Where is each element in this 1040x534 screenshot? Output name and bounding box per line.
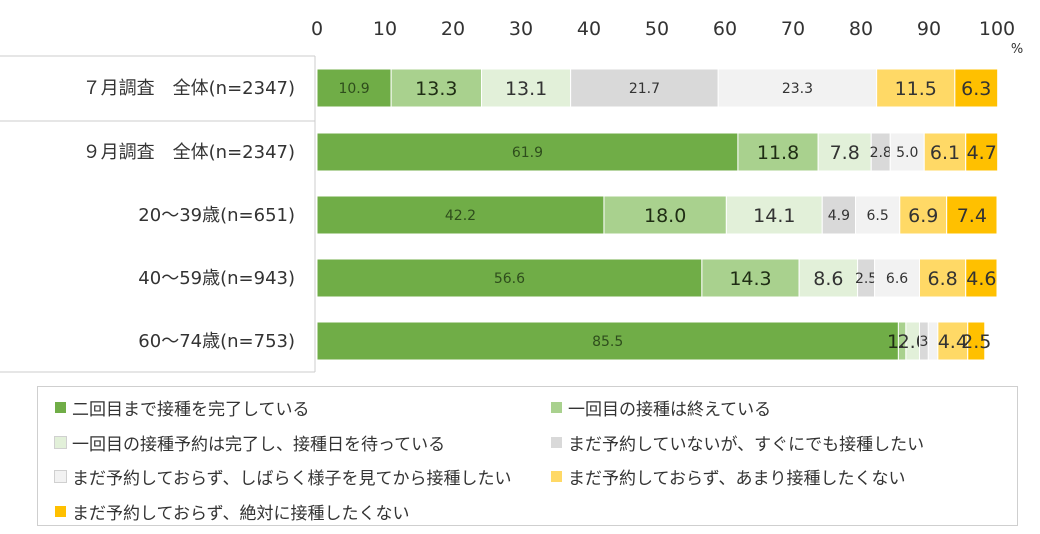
x-tick-label: 90: [917, 18, 941, 40]
data-label: 8.6: [813, 268, 843, 290]
data-label: 61.9: [512, 145, 543, 161]
data-label: 42.2: [445, 208, 476, 224]
bar-segment: [967, 321, 986, 361]
x-tick-label: 10: [373, 18, 397, 40]
data-label: 4.4: [938, 331, 968, 353]
x-tick-label: 80: [849, 18, 873, 40]
x-tick-label: 100: [979, 18, 1015, 40]
data-label: 6.3: [961, 78, 991, 100]
data-label: 2.8: [870, 145, 892, 161]
bar-segment: [316, 195, 605, 235]
legend-item: まだ予約しておらず、しばらく様子を見てから接種したい: [54, 464, 512, 489]
bar-segment: [316, 132, 739, 172]
bar-segment: [954, 68, 999, 108]
x-tick-label: 20: [441, 18, 465, 40]
legend-swatch: [55, 506, 66, 517]
chart-legend: 二回目まで接種を完了している 一回目の接種は終えている一回目の接種予約は完了し、接…: [37, 386, 1018, 526]
bar-segment: [798, 258, 859, 298]
bar-segment: [937, 321, 969, 361]
data-label: 7.4: [957, 205, 987, 227]
data-label: 4.6: [966, 268, 996, 290]
bar-segment: [316, 68, 392, 108]
data-label: 13.1: [505, 78, 547, 100]
data-label: 6.6: [886, 271, 908, 287]
legend-label: 一回目の接種予約は完了し、接種日を待っている: [72, 435, 446, 455]
data-label: 11.8: [757, 142, 799, 164]
data-label: 2.5: [961, 331, 991, 353]
category-label: 40～59歳(n=943): [138, 268, 295, 289]
data-label: 85.5: [592, 334, 623, 350]
bar-segment: [701, 258, 800, 298]
data-label: 4.9: [828, 208, 850, 224]
legend-label: 二回目まで接種を完了している: [72, 400, 310, 420]
legend-swatch: [551, 471, 562, 482]
category-label: 60～74歳(n=753): [138, 331, 295, 352]
x-tick-label: 0: [311, 18, 323, 40]
data-label: 13.3: [415, 78, 457, 100]
bar-segment: [817, 132, 872, 172]
x-tick-label: 40: [577, 18, 601, 40]
legend-swatch: [551, 402, 562, 413]
x-tick-label: 70: [781, 18, 805, 40]
x-axis-unit: %: [1011, 42, 1023, 57]
category-label: 20～39歳(n=651): [138, 205, 295, 226]
data-label: 18.0: [644, 205, 686, 227]
category-label: ９月調査 全体(n=2347): [83, 142, 295, 163]
data-label: 23.3: [782, 81, 813, 97]
legend-swatch: [54, 470, 67, 483]
legend-label: まだ予約しておらず、しばらく様子を見てから接種したい: [72, 469, 512, 489]
bar-segment: [316, 258, 703, 298]
bar-segment: [946, 195, 998, 235]
data-label: 6.1: [930, 142, 960, 164]
bar-segment: [717, 68, 878, 108]
bar-segment: [603, 195, 727, 235]
legend-swatch: [54, 436, 67, 449]
bar-segment: [923, 132, 967, 172]
bar-segment: [725, 195, 823, 235]
bar-segment: [737, 132, 819, 172]
bar-segment: [965, 258, 998, 298]
data-label: 2.5: [855, 271, 877, 287]
data-label: 4.7: [967, 142, 997, 164]
bar-segment: [821, 195, 857, 235]
legend-item: まだ予約しておらず、あまり接種したくない: [551, 464, 905, 489]
data-label: 6.9: [908, 205, 938, 227]
legend-label: 一回目の接種は終えている: [568, 400, 772, 420]
bar-segment: [927, 321, 939, 361]
data-label: 14.1: [753, 205, 795, 227]
legend-item: 二回目まで接種を完了している: [55, 395, 310, 420]
x-tick-label: 50: [645, 18, 669, 40]
legend-label: まだ予約していないが、すぐにでも接種したい: [568, 435, 925, 455]
bar-segment: [316, 321, 899, 361]
data-label: 11.5: [895, 78, 937, 100]
data-label: 21.7: [629, 81, 660, 97]
bar-segment: [481, 68, 572, 108]
x-tick-label: 60: [713, 18, 737, 40]
bar-segment: [390, 68, 483, 108]
legend-item: まだ予約していないが、すぐにでも接種したい: [551, 430, 924, 455]
bar-segment: [876, 68, 956, 108]
x-tick-label: 30: [509, 18, 533, 40]
data-label: 6.5: [867, 208, 889, 224]
legend-swatch: [551, 437, 562, 448]
data-label: 7.8: [830, 142, 860, 164]
bar-segment: [918, 258, 967, 298]
legend-item: 一回目の接種予約は完了し、接種日を待っている: [54, 430, 446, 455]
bar-segment: [570, 68, 719, 108]
data-label: 3: [919, 334, 928, 350]
bar-segment: [965, 132, 999, 172]
data-label: 56.6: [494, 271, 525, 287]
legend-label: まだ予約しておらず、あまり接種したくない: [568, 469, 906, 489]
data-label: 5.0: [896, 145, 918, 161]
category-label: ７月調査 全体(n=2347): [83, 78, 295, 99]
data-label: 10.9: [338, 81, 369, 97]
legend-item: 一回目の接種は終えている: [551, 395, 771, 420]
data-label: 14.3: [729, 268, 771, 290]
legend-label: まだ予約しておらず、絶対に接種したくない: [72, 504, 410, 524]
legend-item: まだ予約しておらず、絶対に接種したくない: [55, 499, 409, 524]
data-label: 6.8: [927, 268, 957, 290]
legend-swatch: [55, 402, 66, 413]
